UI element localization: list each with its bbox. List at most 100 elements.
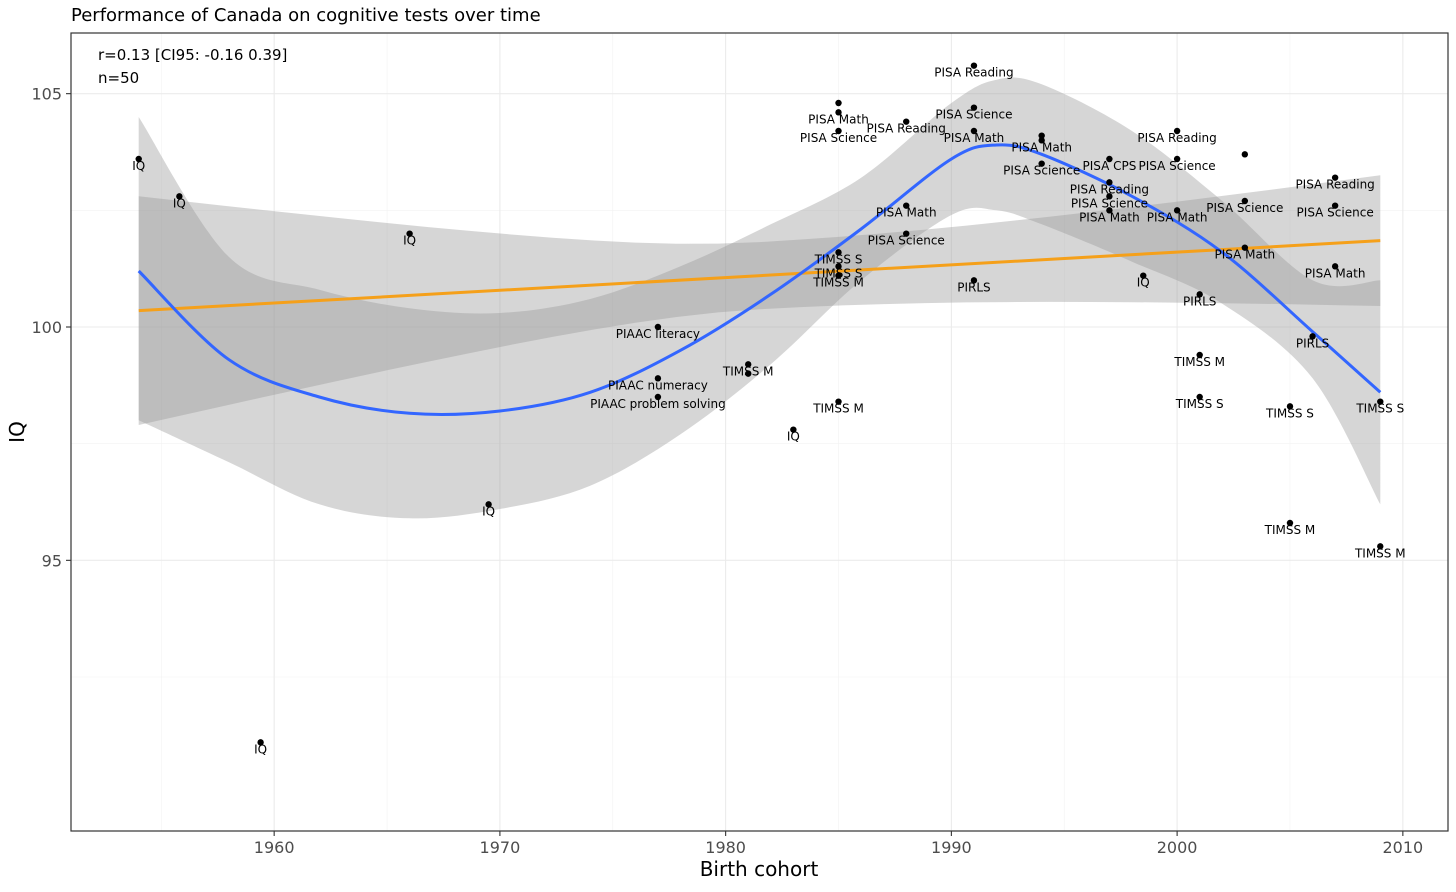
data-point [1196, 393, 1203, 401]
data-point [1331, 263, 1339, 270]
x-tick-label: 1960 [254, 838, 295, 857]
data-point [745, 361, 752, 368]
data-point [1106, 193, 1113, 200]
data-point [1241, 151, 1249, 158]
point-label: PISA Math [1305, 266, 1366, 280]
fit-lines [137, 143, 1382, 417]
linear-fit-line [138, 239, 1381, 313]
data-point [903, 118, 910, 125]
point-label: PIAAC numeracy [608, 378, 708, 392]
data-point [970, 104, 978, 111]
y-tick-label: 100 [31, 318, 62, 337]
point-label: PISA Science [1139, 159, 1216, 173]
loess-fit-line [137, 143, 1382, 417]
point-label: PISA Science [800, 131, 877, 145]
data-point [1377, 398, 1384, 405]
point-label: TIMSS S [814, 252, 863, 266]
data-point [745, 370, 752, 377]
data-point [1038, 137, 1045, 144]
point-label: PISA CPS [1082, 159, 1136, 173]
point-label: PISA Science [935, 108, 1012, 122]
data-point [257, 739, 264, 746]
data-point [1038, 160, 1045, 167]
data-point [903, 202, 910, 209]
data-point [835, 109, 842, 116]
point-label: TIMSS M [812, 402, 864, 416]
point-label: PISA Math [1011, 140, 1072, 154]
data-point [835, 99, 842, 107]
data-point [135, 155, 142, 163]
point-label: PISA Math [876, 206, 937, 220]
annotation-n: n=50 [98, 69, 139, 87]
point-label: IQ [173, 196, 186, 210]
point-label: TIMSS S [1175, 397, 1224, 411]
point-label: TIMSS M [1264, 523, 1316, 537]
point-label: PISA Science [1071, 196, 1148, 210]
point-label: IQ [482, 504, 495, 518]
point-label: PIRLS [957, 280, 990, 294]
y-tick-label: 95 [42, 551, 62, 570]
data-point [654, 393, 662, 401]
data-point [835, 263, 842, 270]
y-axis-title: IQ [5, 421, 29, 443]
point-label: PISA Science [1003, 164, 1080, 178]
point-label: TIMSS M [1173, 355, 1225, 369]
point-label: PIAAC problem solving [590, 397, 726, 411]
data-point [970, 127, 978, 135]
point-label: IQ [787, 430, 800, 444]
data-point [1106, 155, 1113, 163]
data-point [1106, 207, 1113, 214]
point-label: IQ [254, 742, 267, 756]
point-label: IQ [1137, 276, 1150, 290]
point-label: PISA Math [944, 131, 1005, 145]
point-label: IQ [132, 159, 145, 173]
data-point [835, 272, 842, 279]
point-label: IQ [403, 234, 416, 248]
data-point [835, 398, 842, 405]
data-point [1331, 202, 1339, 209]
chart-title: Performance of Canada on cognitive tests… [71, 5, 541, 26]
data-point [1038, 132, 1045, 139]
data-point [406, 230, 413, 237]
data-points [135, 62, 1384, 746]
data-point [1196, 351, 1203, 359]
point-label: TIMSS M [812, 276, 864, 290]
point-label: TIMSS S [814, 266, 863, 280]
axes: 1960 1970 1980 1990 2000 2010 95 100 105 [31, 85, 1423, 857]
x-tick-label: 1970 [480, 838, 521, 857]
data-point [1106, 179, 1113, 186]
point-label: PISA Math [1079, 210, 1140, 224]
data-point [654, 375, 662, 382]
data-point [970, 62, 978, 69]
annotation-correlation: r=0.13 [CI95: -0.16 0.39] [98, 46, 287, 64]
point-label: TIMSS M [1354, 546, 1406, 560]
point-label: PISA Reading [934, 66, 1013, 80]
point-labels: IQ IQ IQ IQ IQ PIAAC literacy PIAAC numeracy PI… [132, 66, 1405, 757]
data-point [1173, 155, 1181, 163]
data-point [790, 426, 797, 433]
point-label: PISA Reading [1137, 131, 1216, 145]
point-label: PISA Math [1147, 210, 1208, 224]
point-label: TIMSS S [1355, 402, 1404, 416]
data-point [835, 127, 842, 135]
data-point [903, 230, 910, 237]
point-label: PISA Math [808, 112, 869, 126]
point-label: PISA Science [1297, 206, 1374, 220]
point-label: TIMSS M [722, 364, 774, 378]
point-label: PISA Science [1206, 201, 1283, 215]
data-point [970, 277, 978, 284]
data-point [654, 323, 662, 331]
point-label: TIMSS S [1265, 406, 1314, 420]
data-point [1331, 174, 1339, 181]
point-label: PISA Reading [1295, 178, 1374, 192]
point-label: PISA Science [868, 234, 945, 248]
x-tick-label: 1990 [931, 838, 972, 857]
y-tick-label: 105 [31, 85, 62, 104]
data-point [1241, 244, 1249, 251]
x-axis-title: Birth cohort [700, 857, 819, 881]
loess-confidence-band [138, 77, 1381, 519]
x-tick-label: 1980 [705, 838, 746, 857]
point-label: PISA Math [1215, 248, 1276, 262]
